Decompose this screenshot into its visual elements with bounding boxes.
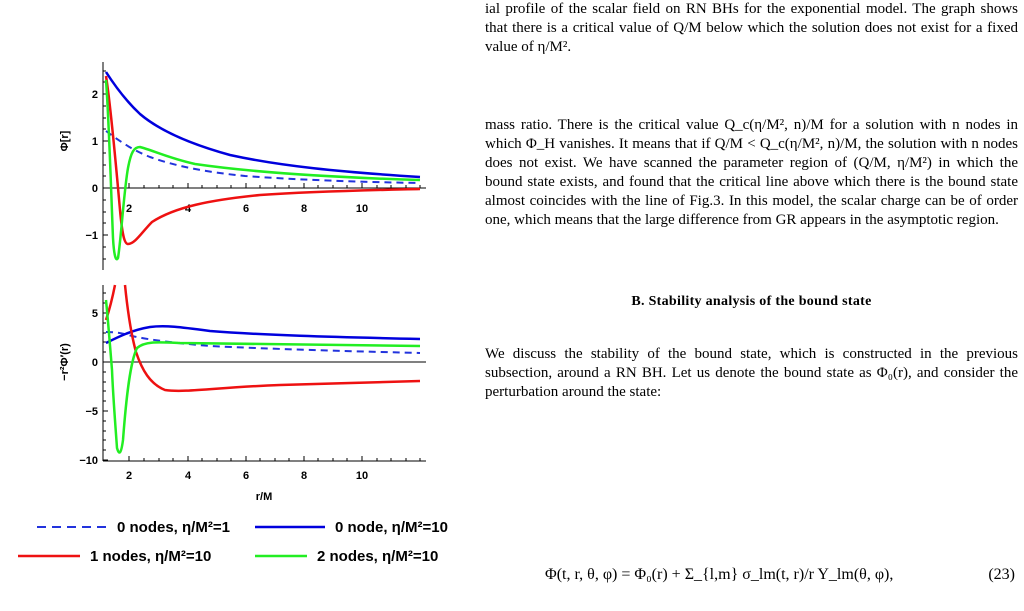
bottom-ytick: 0 xyxy=(92,357,98,369)
bottom-xtick: 6 xyxy=(243,470,249,482)
bottom-ylabel: −r²Φ′(r) xyxy=(59,343,71,381)
top-xtick: 2 xyxy=(126,203,132,215)
bottom-panel: 5 0 −5 −10 2 4 6 8 10 −r²Φ′(r) r/M xyxy=(59,284,426,503)
curve-0nodes-eta1-b xyxy=(105,331,421,354)
bottom-ytick: −5 xyxy=(85,406,98,418)
figure-caption: ial profile of the scalar field on RN BH… xyxy=(485,1,1018,55)
legend-label: 2 nodes, η/M²=10 xyxy=(317,548,438,565)
bottom-xtick: 10 xyxy=(356,470,368,482)
equation: Φ(t, r, θ, φ) = Φ₀(r) + Σ_{l,m} σ_lm(t, … xyxy=(545,566,1015,584)
bottom-xtick: 4 xyxy=(185,470,192,482)
equation-body: Φ(t, r, θ, φ) = Φ₀(r) + Σ_{l,m} σ_lm(t, … xyxy=(545,566,894,583)
top-ytick: 1 xyxy=(92,136,98,148)
top-ytick: 2 xyxy=(92,89,98,101)
curve-0node-eta10 xyxy=(104,71,421,179)
curve-2nodes-eta10 xyxy=(104,79,421,261)
equation-number: (23) xyxy=(988,566,1015,583)
curve-0nodes-eta1 xyxy=(105,130,421,184)
curve-1node-eta10 xyxy=(104,75,421,246)
top-ytick: −1 xyxy=(85,230,98,242)
top-xtick: 4 xyxy=(185,203,192,215)
bottom-xtick: 2 xyxy=(126,470,132,482)
xlabel: r/M xyxy=(256,491,273,503)
legend-label: 0 node, η/M²=10 xyxy=(335,519,448,536)
bottom-xtick: 8 xyxy=(301,470,307,482)
legend: 0 nodes, η/M²=1 0 node, η/M²=10 1 nodes,… xyxy=(18,519,448,565)
legend-label: 1 nodes, η/M²=10 xyxy=(90,548,211,565)
top-xtick: 10 xyxy=(356,203,368,215)
section-title: B. Stability analysis of the bound state xyxy=(631,294,872,309)
curve-2nodes-eta10-b xyxy=(104,299,421,454)
paragraph: mass ratio. There is the critical value … xyxy=(485,117,1018,228)
paragraph: We discuss the stability of the bound st… xyxy=(485,346,1018,400)
top-xtick: 6 xyxy=(243,203,249,215)
legend-label: 0 nodes, η/M²=1 xyxy=(117,519,230,536)
top-ytick: 0 xyxy=(92,183,98,195)
top-panel: 2 1 0 −1 2 4 6 8 10 Φ[r] xyxy=(59,62,426,270)
top-ylabel: Φ[r] xyxy=(59,130,71,151)
bottom-ytick: −10 xyxy=(79,455,98,467)
bottom-ytick: 5 xyxy=(92,308,98,320)
top-xtick: 8 xyxy=(301,203,307,215)
